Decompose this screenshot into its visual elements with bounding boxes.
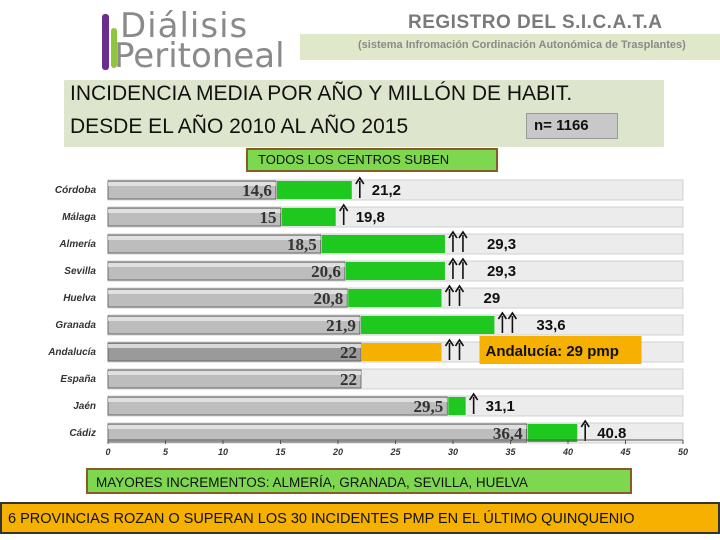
arrow-2-1-head	[458, 230, 468, 239]
logo-line1: Diálisis	[120, 6, 249, 46]
increment-label-5: 33,6	[536, 317, 565, 334]
x-tick-label-2: 10	[218, 447, 228, 457]
x-tick-label-0: 0	[105, 447, 110, 457]
increment-bar-5	[360, 316, 495, 334]
province-label-3: Sevilla	[64, 266, 96, 277]
x-tick-label-4: 20	[332, 447, 343, 457]
province-label-5: Granada	[55, 320, 96, 331]
increment-bar-4	[348, 289, 442, 307]
province-label-1: Málaga	[62, 212, 96, 223]
x-tick-label-6: 30	[448, 447, 458, 457]
base-label-3: 20,6	[311, 262, 341, 281]
base-label-8: 29,5	[414, 397, 444, 416]
header-band	[300, 34, 720, 60]
mayores-callout: MAYORES INCREMENTOS: ALMERÍA, GRANADA, S…	[86, 468, 632, 494]
province-label-9: Cádiz	[69, 428, 96, 439]
x-tick-label-5: 25	[389, 447, 401, 457]
logo-bar-green	[111, 28, 117, 68]
base-bar-shine-8	[108, 398, 448, 402]
province-label-8: Jaén	[73, 401, 96, 412]
base-label-5: 21,9	[326, 316, 356, 335]
base-label-0: 14,6	[242, 181, 272, 200]
arrow-4-1-head	[454, 284, 465, 293]
arrow-4-0-head	[444, 284, 455, 293]
increment-bar-2	[321, 235, 445, 253]
todos-callout: TODOS LOS CENTROS SUBEN	[246, 148, 498, 172]
base-bar-shine-2	[108, 236, 321, 240]
logo-line2: Peritoneal	[114, 36, 285, 76]
arrow-5-0-head	[497, 311, 508, 320]
arrow-0-0-head	[355, 176, 365, 185]
increment-bar-8	[448, 397, 466, 415]
chart-title-line1: INCIDENCIA MEDIA POR AÑO Y MILLÓN DE HAB…	[70, 82, 573, 105]
province-label-4: Huelva	[63, 293, 96, 304]
increment-bar-3	[345, 262, 445, 280]
province-label-0: Córdoba	[55, 185, 97, 196]
registry-subtitle: (sistema Infromación Cordinación Autonóm…	[358, 39, 686, 51]
n-badge	[526, 113, 618, 139]
increment-label-2: 29,3	[487, 236, 516, 253]
base-label-2: 18,5	[287, 235, 317, 254]
province-label-6: Andalucía	[47, 347, 96, 358]
base-label-1: 15	[260, 208, 277, 227]
increment-label-1: 19,8	[356, 209, 385, 226]
base-label-9: 36,4	[493, 424, 523, 443]
base-label-4: 20,8	[313, 289, 343, 308]
x-tick-label-7: 35	[505, 447, 516, 457]
x-tick-label-10: 50	[678, 447, 688, 457]
andalucia-label-box	[479, 336, 642, 364]
x-tick-label-1: 5	[163, 447, 169, 457]
footer-banner: 6 PROVINCIAS ROZAN O SUPERAN LOS 30 INCI…	[0, 502, 720, 534]
arrow-1-0-head	[339, 203, 349, 212]
province-label-2: Almería	[58, 239, 96, 250]
x-tick-label-3: 15	[275, 447, 286, 457]
base-bar-shine-7	[108, 371, 361, 375]
arrow-3-0-head	[448, 257, 458, 266]
base-bar-shine-9	[108, 425, 527, 429]
arrow-2-0-head	[448, 230, 458, 239]
arrow-8-0-head	[468, 392, 479, 401]
base-bar-shine-0	[108, 182, 276, 186]
increment-bar-6	[362, 343, 442, 361]
base-bar-shine-5	[108, 317, 360, 321]
increment-label-0: 21,2	[372, 182, 401, 199]
increment-bar-1	[281, 208, 336, 226]
chart-title-line2: DESDE EL AÑO 2010 AL AÑO 2015	[70, 115, 409, 138]
registry-title: REGISTRO DEL S.I.C.A.T.A	[408, 12, 663, 33]
increment-label-8: 31,1	[486, 398, 515, 415]
increment-bar-9	[527, 424, 578, 442]
arrow-3-1-head	[458, 257, 468, 266]
increment-label-4: 29	[484, 290, 501, 307]
base-bar-shine-6	[108, 344, 361, 348]
base-bar-shine-3	[108, 263, 345, 267]
province-label-7: España	[60, 374, 96, 385]
increment-bar-0	[276, 181, 352, 199]
increment-label-9: 40.8	[597, 425, 626, 442]
n-count: n= 1166	[534, 117, 589, 134]
increment-label-3: 29,3	[487, 263, 516, 280]
x-tick-label-8: 40	[562, 447, 573, 457]
arrow-9-0-head	[580, 419, 590, 428]
x-tick-label-9: 45	[619, 447, 631, 457]
base-label-6: 22	[340, 343, 357, 362]
increment-label-6: Andalucía: 29 pmp	[486, 343, 619, 360]
logo: Diálisis Peritoneal	[100, 6, 300, 76]
base-label-7: 22	[340, 370, 357, 389]
arrow-6-1-head	[454, 338, 465, 347]
arrow-6-0-head	[444, 338, 455, 347]
base-bar-shine-4	[108, 290, 348, 294]
base-bar-shine-1	[108, 209, 281, 213]
arrow-5-1-head	[507, 311, 518, 320]
logo-bar-purple	[102, 14, 109, 70]
